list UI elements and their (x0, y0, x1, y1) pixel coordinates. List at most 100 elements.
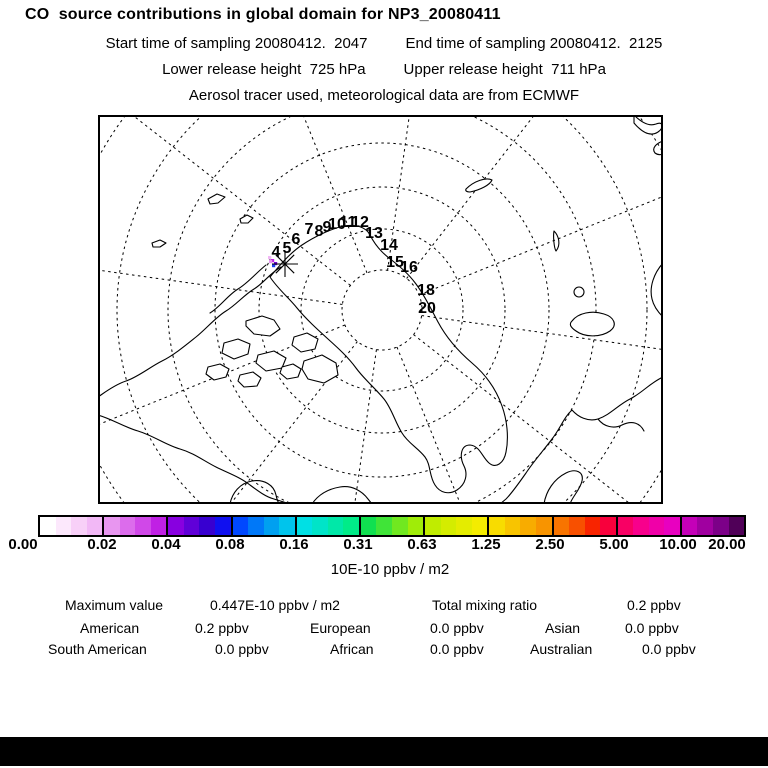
colorbar-cell (166, 517, 184, 535)
colorbar-cell (102, 517, 120, 535)
trajectory-hour-label: 13 (365, 225, 383, 242)
region-label: European (310, 620, 371, 636)
colorbar-cell (664, 517, 680, 535)
sampling-start-text: Start time of sampling 20080412. 2047 (105, 35, 368, 52)
colorbar-cell (584, 517, 601, 535)
trajectory-hour-label: 4 (272, 244, 281, 261)
trajectory-hour-label: 20 (418, 300, 436, 317)
islet-wrangel (151, 239, 167, 248)
coastlines (98, 115, 663, 504)
latitude-circle (258, 186, 506, 434)
trajectory-hour-label: 5 (283, 240, 292, 257)
coast-scandinavia (499, 376, 663, 504)
trajectory-hour-label: 18 (417, 282, 435, 299)
meridian-line (406, 115, 535, 279)
colorbar-tick-label: 0.02 (87, 536, 117, 553)
trajectory-hour-label: 12 (351, 214, 369, 231)
colorbar-cell (440, 517, 457, 535)
latitude-circle (98, 115, 663, 504)
coast-labrador (311, 486, 373, 504)
sampling-time-line: Start time of sampling 20080412. 2047 En… (0, 35, 768, 52)
colorbar-cell (504, 517, 521, 535)
island-arctic-7 (279, 363, 302, 380)
colorbar-cell (392, 517, 408, 535)
region-value: 0.0 ppbv (215, 641, 269, 657)
trajectory-hour-label: 10 (328, 216, 346, 233)
colorbar-cell (86, 517, 103, 535)
colorbar-cell (471, 517, 488, 535)
region-label: American (80, 620, 140, 636)
release-upper-text: Upper release height 711 hPa (403, 61, 606, 78)
island-arctic-2 (221, 338, 251, 360)
colorbar-cell (279, 517, 295, 535)
release-height-line: Lower release height 725 hPa Upper relea… (0, 61, 768, 78)
colorbar-unit-label: 10E-10 ppbv / m2 (330, 561, 450, 578)
region-label: South American (48, 641, 147, 657)
footer-black-bar (0, 737, 768, 766)
colorbar-cell (376, 517, 393, 535)
island-hook (553, 230, 560, 252)
colorbar-cell (456, 517, 472, 535)
region-value: 0.0 ppbv (625, 620, 679, 636)
plume-cell (268, 256, 272, 260)
colorbar-cell (343, 517, 359, 535)
coast-novaya-zemlya (650, 262, 663, 318)
colorbar-ticks: 0.00 0.02 0.04 0.08 0.16 0.31 0.63 1.25 2.50 5.00… (0, 536, 768, 554)
tracer-note-text: Aerosol tracer used, meteorological data… (188, 87, 580, 104)
colorbar-cell (358, 517, 377, 535)
colorbar-cell (183, 517, 200, 535)
meridian-line (421, 315, 663, 350)
trajectory-hour-label: 15 (386, 254, 404, 271)
latitude-circle (116, 115, 648, 504)
stats-row-regions-2: South American 0.0 ppbv African 0.0 ppbv Aus… (0, 641, 768, 658)
region-value: 0.2 ppbv (195, 620, 249, 636)
colorbar-cell (407, 517, 424, 535)
colorbar-cell (600, 517, 616, 535)
release-location-star-marker (272, 251, 298, 277)
colorbar-cell (263, 517, 280, 535)
colorbar-tick-label: 20.00 (708, 536, 746, 553)
island-iceland (569, 311, 615, 337)
colorbar-cell (40, 517, 56, 535)
plot-title: CO source contributions in global domain… (25, 6, 501, 23)
meridian-line (302, 115, 368, 274)
region-value: 0.0 ppbv (642, 641, 696, 657)
colorbar-tick-label: 0.04 (151, 536, 181, 553)
meridian-line (418, 195, 663, 296)
colorbar-cell (679, 517, 698, 535)
stats-row-regions-1: American 0.2 ppbv European 0.0 ppbv Asian 0.0… (0, 620, 768, 637)
trajectory-hour-label: 11 (340, 214, 357, 231)
colorbar-cell (535, 517, 552, 535)
trajectory-hour-label: 8 (315, 223, 324, 240)
sampling-end-text: End time of sampling 20080412. 2125 (405, 35, 663, 52)
island-severnaya-zemlya (465, 178, 493, 193)
colorbar-cell (55, 517, 72, 535)
colorbar-tick-label: 10.00 (659, 536, 697, 553)
meridian-line (413, 334, 632, 504)
trajectory-hour-label: 14 (380, 237, 398, 254)
colorbar-cell (294, 517, 313, 535)
plume-cell (269, 260, 273, 264)
colorbar-cell (697, 517, 713, 535)
coast-kola (597, 418, 645, 432)
trajectory-hour-label: 16 (400, 259, 418, 276)
coast-hudson-bay (229, 480, 281, 504)
coast-baltic (543, 470, 583, 504)
colorbar-cell (569, 517, 585, 535)
colorbar-tick-label: 0.63 (407, 536, 437, 553)
colorbar-cell (615, 517, 634, 535)
latitude-circle (214, 142, 550, 478)
colorbar-cell (312, 517, 328, 535)
meridian-line (98, 269, 343, 305)
max-value-number: 0.447E-10 ppbv / m2 (210, 597, 340, 613)
islet-2 (239, 214, 254, 224)
region-label: Australian (530, 641, 593, 657)
island-arctic-5 (205, 363, 230, 381)
release-lower-text: Lower release height 725 hPa (162, 61, 366, 78)
colorbar-cell (150, 517, 167, 535)
colorbar-tick-label: 1.25 (471, 536, 501, 553)
colorbar-cell (487, 517, 505, 535)
coast-canada-mainland (98, 414, 293, 504)
coast-siberian-side (98, 266, 282, 398)
